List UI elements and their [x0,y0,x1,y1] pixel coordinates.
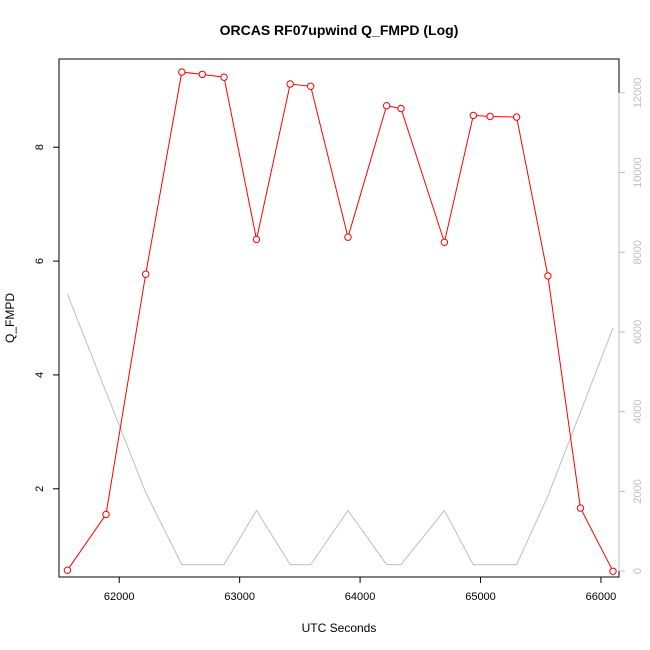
data-point [382,102,391,110]
y2-tick-label: 4000 [632,399,644,423]
data-point [609,567,617,575]
x-tick-label: 66000 [586,591,617,603]
y2-tick-label: 10000 [632,157,644,188]
data-point [512,113,521,121]
data-point [486,112,494,121]
y2-tick-label: 6000 [632,320,644,344]
data-point [469,111,477,120]
data-point [220,73,228,81]
series-line [66,71,614,572]
x-axis: 62000 63000 64000 65000 66000 [104,577,616,603]
data-point [198,70,207,79]
y-axis-left: 2 4 6 8 [34,144,59,492]
data-point [178,68,186,76]
y2-tick-label: 0 [632,568,644,574]
data-point [307,82,315,91]
x-tick-label: 63000 [224,591,255,603]
y-tick-label: 8 [34,144,46,150]
y2-tick-label: 2000 [632,479,644,503]
data-point [142,270,150,278]
y-axis-label: Q_FMPD [3,293,17,343]
red-series [63,68,617,575]
data-point [344,233,352,241]
data-point [544,272,552,280]
y-tick-label: 4 [34,372,46,378]
data-point [440,238,449,247]
series-line [66,293,614,566]
chart-title: ORCAS RF07upwind Q_FMPD (Log) [220,22,459,38]
y-tick-label: 2 [34,486,46,492]
y-axis-right: 0 2000 4000 6000 8000 10000 12000 [618,78,644,574]
grey-series [66,293,614,566]
x-tick-label: 65000 [465,591,496,603]
data-point [286,80,294,88]
y2-tick-label: 8000 [632,240,644,264]
x-tick-label: 62000 [104,591,135,603]
plot-frame [58,58,620,578]
data-point [576,504,585,512]
data-point [397,104,405,113]
y2-tick-label: 12000 [632,78,644,109]
data-point [252,235,261,244]
y-tick-label: 6 [34,258,46,264]
data-point [63,566,72,574]
x-tick-label: 64000 [345,591,376,603]
x-axis-label: UTC Seconds [302,621,377,635]
series-layer [63,68,617,575]
data-point [102,510,110,519]
